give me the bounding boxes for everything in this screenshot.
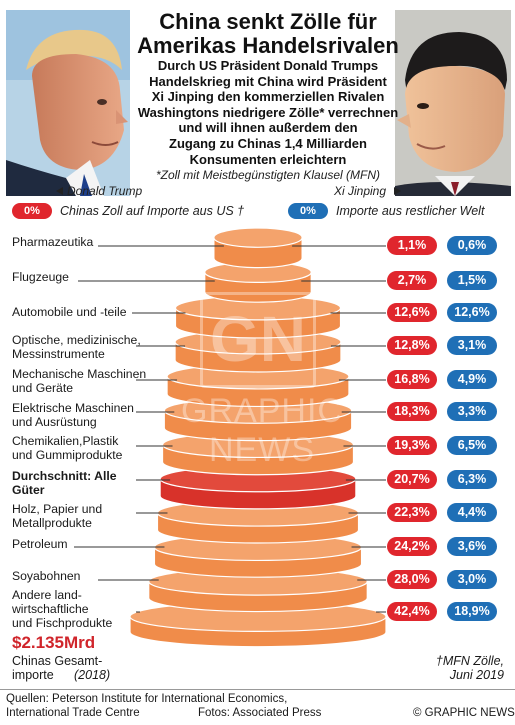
total-imports-label-line: importe bbox=[12, 668, 54, 682]
footer-sources-line-2: International Trade Centre bbox=[6, 707, 140, 719]
mfn-footnote: *Zoll mit Meistbegünstigten Klausel (MFN… bbox=[155, 168, 381, 182]
us-tariff-value: 28,0% bbox=[387, 570, 437, 589]
tariff-disc bbox=[174, 295, 342, 339]
category-label-petroleum: Petroleum bbox=[12, 537, 68, 551]
us-tariff-value: 12,8% bbox=[387, 336, 437, 355]
subtitle-line: Durch US Präsident Donald Trumps bbox=[157, 58, 379, 73]
category-label-holz: Holz, Papier und Metallprodukte bbox=[12, 502, 102, 530]
photo-xi-jinping bbox=[395, 10, 511, 196]
footer-sources-line-1: Quellen: Peterson Institute for Internat… bbox=[6, 693, 288, 705]
world-tariff-value: 6,5% bbox=[447, 436, 497, 455]
category-label-line: Holz, Papier und bbox=[12, 502, 103, 516]
subtitle: Durch US Präsident Donald Trumps Handels… bbox=[118, 58, 418, 167]
category-label-line: und Fischprodukte bbox=[12, 616, 113, 630]
us-tariff-value: 16,8% bbox=[387, 370, 437, 389]
footer-divider bbox=[0, 689, 515, 690]
watermark-monogram: GN bbox=[210, 303, 306, 375]
category-label-automobile: Automobile und -teile bbox=[12, 305, 127, 319]
subtitle-line: Washingtons niedrigere Zölle* verrechnen bbox=[137, 104, 399, 120]
subtitle-line: Xi Jinping den kommerziellen Rivalen bbox=[151, 89, 385, 105]
world-tariff-value: 12,6% bbox=[447, 303, 497, 322]
us-tariff-value: 1,1% bbox=[387, 236, 437, 255]
tariff-disc bbox=[213, 227, 303, 269]
caption-xi-jinping: Xi Jinping bbox=[334, 184, 387, 198]
world-tariff-value: 18,9% bbox=[447, 602, 497, 621]
total-imports-year: (2018) bbox=[74, 668, 111, 682]
world-tariff-value: 4,4% bbox=[447, 503, 497, 522]
us-tariff-value: 12,6% bbox=[387, 303, 437, 322]
subtitle-line: Konsumenten erleichtern bbox=[189, 151, 347, 167]
category-label-line: Güter bbox=[12, 483, 45, 497]
world-tariff-value: 6,3% bbox=[447, 470, 497, 489]
footer-brand: © GRAPHIC NEWS bbox=[413, 707, 515, 719]
us-tariff-value: 18,3% bbox=[387, 402, 437, 421]
watermark-text: GRAPHIC NEWS bbox=[181, 392, 343, 469]
us-tariff-value: 42,4% bbox=[387, 602, 437, 621]
subtitle-line: und will ihnen außerdem den bbox=[178, 120, 358, 136]
category-label-pharmazeutika: Pharmazeutika bbox=[12, 235, 94, 249]
category-label-line: wirtschaftliche bbox=[12, 602, 89, 616]
title-line-1: China senkt Zölle für bbox=[159, 9, 377, 34]
category-label-line: und Geräte bbox=[12, 381, 73, 395]
category-label-line: Messinstrumente bbox=[12, 347, 105, 361]
legend-world-swatch: 0% bbox=[288, 203, 328, 219]
world-tariff-value: 3,1% bbox=[447, 336, 497, 355]
us-tariff-value: 19,3% bbox=[387, 436, 437, 455]
tariff-disc bbox=[204, 261, 312, 303]
category-label-line: Optische, medizinische, bbox=[12, 333, 141, 347]
mfn-note-line: †MFN Zölle, bbox=[435, 654, 504, 668]
caption-arrow-right-icon bbox=[394, 187, 401, 195]
category-label-line: Mechanische Maschinen bbox=[12, 367, 147, 381]
tariff-disc-top bbox=[213, 227, 303, 248]
watermark-logo: GN bbox=[200, 292, 316, 388]
world-tariff-value: 3,0% bbox=[447, 570, 497, 589]
photo-donald-trump bbox=[6, 10, 130, 196]
world-tariff-value: 1,5% bbox=[447, 271, 497, 290]
category-label-line: Andere land- bbox=[12, 588, 82, 602]
total-imports-label-line: Chinas Gesamt- bbox=[12, 654, 103, 668]
legend-world-label: Importe aus restlicher Welt bbox=[336, 204, 485, 218]
world-tariff-value: 3,6% bbox=[447, 537, 497, 556]
world-tariff-value: 0,6% bbox=[447, 236, 497, 255]
mfn-note-line: Juni 2019 bbox=[449, 668, 504, 682]
category-label-soyabohnen: Soyabohnen bbox=[12, 569, 81, 583]
legend-us-label: Chinas Zoll auf Importe aus US † bbox=[60, 204, 245, 218]
category-label-elektrische: Elektrische Maschinen und Ausrüstung bbox=[12, 401, 134, 429]
us-tariff-value: 22,3% bbox=[387, 503, 437, 522]
category-label-line: Durchschnitt: Alle bbox=[12, 469, 117, 483]
category-label-durchschnitt: Durchschnitt: Alle Güter bbox=[12, 469, 117, 497]
mfn-note: †MFN Zölle, Juni 2019 bbox=[392, 654, 504, 682]
caption-donald-trump: Donald Trump bbox=[67, 184, 143, 198]
total-imports-label: Chinas Gesamt- importe bbox=[12, 654, 102, 682]
category-label-optische: Optische, medizinische, Messinstrumente bbox=[12, 333, 141, 361]
category-label-line: Elektrische Maschinen bbox=[12, 401, 134, 415]
us-tariff-value: 20,7% bbox=[387, 470, 437, 489]
footer-photo-credit: Fotos: Associated Press bbox=[198, 707, 322, 719]
total-imports-value: $2.135Mrd bbox=[12, 633, 96, 652]
world-tariff-value: 4,9% bbox=[447, 370, 497, 389]
subtitle-line: Zugang zu Chinas 1,4 Milliarden bbox=[169, 135, 367, 151]
category-label-andere: Andere land- wirtschaftliche und Fischpr… bbox=[12, 588, 112, 630]
category-label-flugzeuge: Flugzeuge bbox=[12, 270, 69, 284]
caption-arrow-left-icon bbox=[56, 187, 63, 195]
us-tariff-value: 2,7% bbox=[387, 271, 437, 290]
us-tariff-value: 24,2% bbox=[387, 537, 437, 556]
category-label-line: Chemikalien,Plastik bbox=[12, 434, 119, 448]
category-label-chemikalien: Chemikalien,Plastik und Gummiprodukte bbox=[12, 434, 122, 462]
subtitle-line: Handelskrieg mit China wird Präsident bbox=[149, 73, 387, 89]
category-label-line: und Ausrüstung bbox=[12, 415, 97, 429]
title-line-2: Amerikas Handelsrivalen bbox=[137, 33, 399, 58]
world-tariff-value: 3,3% bbox=[447, 402, 497, 421]
category-label-line: und Gummiprodukte bbox=[12, 448, 123, 462]
category-label-line: Metallprodukte bbox=[12, 516, 92, 530]
category-label-mechanische: Mechanische Maschinen und Geräte bbox=[12, 367, 146, 395]
legend-us-swatch: 0% bbox=[12, 203, 52, 219]
